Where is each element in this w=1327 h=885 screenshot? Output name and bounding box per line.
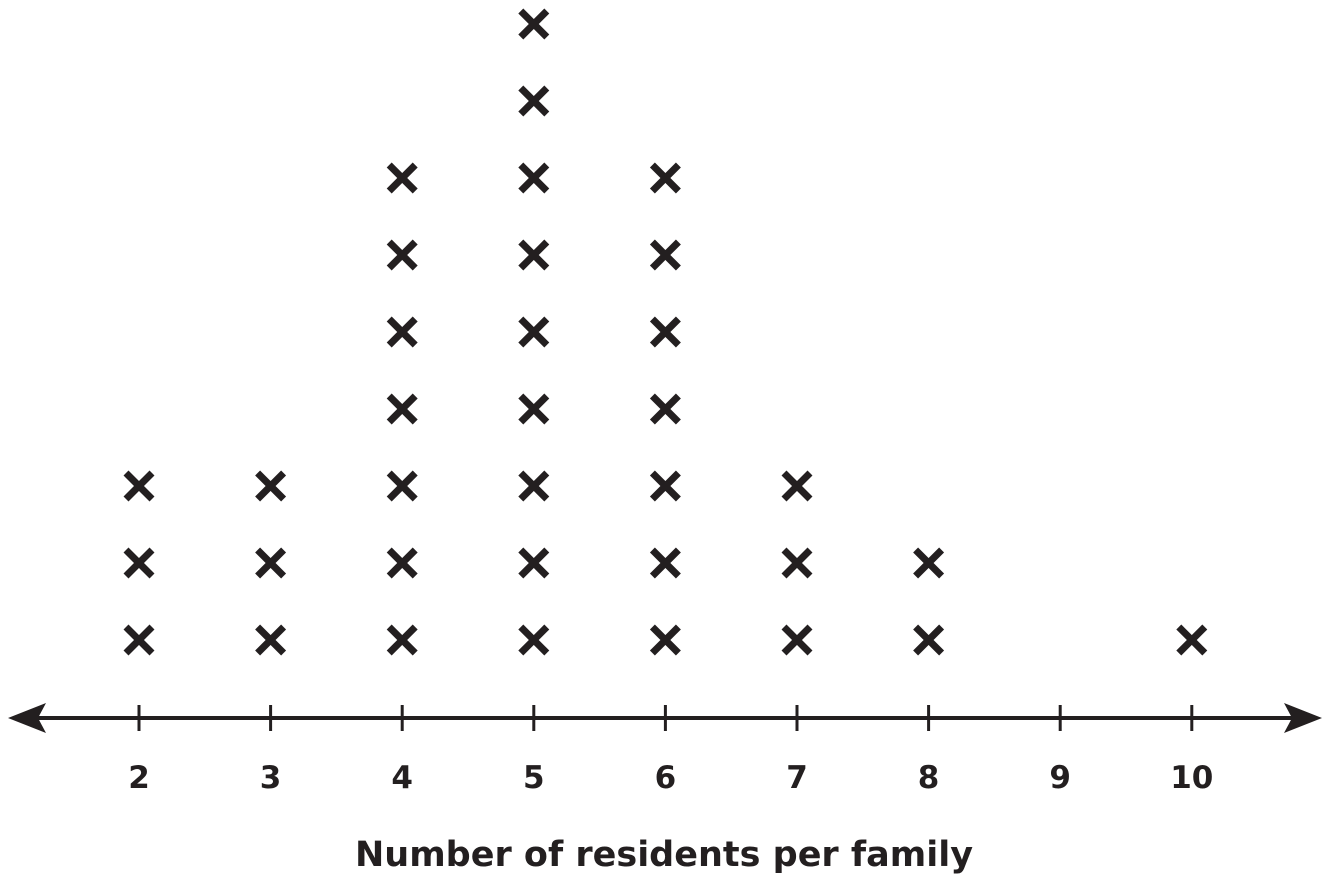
x-marker	[518, 470, 550, 502]
tick-label: 5	[523, 760, 545, 796]
tick-label: 2	[128, 760, 150, 796]
x-marker	[386, 470, 418, 502]
x-marker	[518, 162, 550, 194]
x-marker	[123, 624, 155, 656]
x-marker	[518, 393, 550, 425]
x-marker	[518, 316, 550, 348]
x-marker	[518, 547, 550, 579]
x-marker	[649, 162, 681, 194]
x-marker	[518, 239, 550, 271]
x-marker	[518, 624, 550, 656]
x-marker	[386, 239, 418, 271]
x-marker	[781, 624, 813, 656]
tick-label: 3	[260, 760, 282, 796]
tick-label: 10	[1170, 760, 1213, 796]
x-marker	[255, 470, 287, 502]
x-marker	[781, 547, 813, 579]
tick-label: 8	[918, 760, 940, 796]
tick-label: 6	[655, 760, 677, 796]
x-marker	[649, 393, 681, 425]
left-arrow-icon	[8, 703, 46, 733]
tick-marks	[137, 705, 1194, 731]
x-marker	[649, 316, 681, 348]
x-marker	[518, 8, 550, 40]
x-axis-label: Number of residents per family	[355, 835, 973, 875]
x-marker	[913, 547, 945, 579]
x-markers	[123, 8, 1208, 656]
tick-labels: 2 3 4 5 6 7 8 9 10	[128, 760, 1213, 796]
x-marker	[1176, 624, 1208, 656]
x-marker	[649, 470, 681, 502]
x-marker	[781, 470, 813, 502]
x-marker	[123, 470, 155, 502]
x-marker	[386, 547, 418, 579]
x-marker	[123, 547, 155, 579]
x-marker	[518, 85, 550, 117]
right-arrow-icon	[1284, 703, 1322, 733]
x-marker	[386, 316, 418, 348]
x-marker	[255, 547, 287, 579]
x-marker	[255, 624, 287, 656]
tick-label: 4	[391, 760, 413, 796]
x-marker	[649, 624, 681, 656]
x-marker	[649, 547, 681, 579]
x-marker	[913, 624, 945, 656]
x-marker	[386, 393, 418, 425]
tick-label: 7	[786, 760, 808, 796]
x-marker	[649, 239, 681, 271]
tick-label: 9	[1049, 760, 1071, 796]
x-marker	[386, 162, 418, 194]
x-marker	[386, 624, 418, 656]
